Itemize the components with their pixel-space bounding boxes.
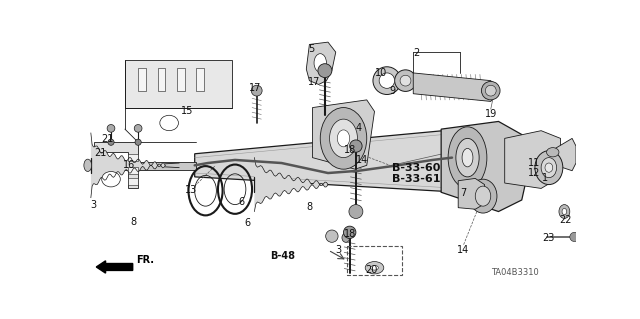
Text: 16: 16	[123, 160, 135, 170]
Ellipse shape	[373, 67, 401, 94]
Text: 1: 1	[542, 173, 548, 183]
Ellipse shape	[545, 163, 553, 172]
Ellipse shape	[318, 64, 332, 78]
Text: 6: 6	[244, 218, 250, 228]
Text: B-33-60: B-33-60	[392, 163, 440, 173]
Ellipse shape	[400, 75, 411, 86]
Ellipse shape	[481, 81, 500, 100]
Text: 18: 18	[344, 229, 356, 239]
Ellipse shape	[160, 115, 179, 131]
Text: 22: 22	[559, 215, 572, 226]
Text: 9: 9	[389, 86, 396, 96]
Ellipse shape	[456, 138, 479, 177]
Text: 10: 10	[375, 68, 388, 78]
Polygon shape	[441, 122, 529, 211]
Text: FR.: FR.	[136, 255, 154, 265]
FancyArrow shape	[96, 261, 132, 273]
Ellipse shape	[379, 73, 395, 88]
Text: 8: 8	[307, 202, 312, 212]
Text: 17: 17	[308, 77, 320, 87]
Ellipse shape	[107, 124, 115, 132]
Ellipse shape	[462, 148, 473, 167]
Text: 6: 6	[238, 197, 244, 207]
Text: 23: 23	[542, 233, 554, 243]
Ellipse shape	[395, 70, 417, 92]
Bar	[125, 60, 232, 108]
Polygon shape	[505, 131, 561, 189]
Bar	[128, 167, 138, 174]
Text: TA04B3310: TA04B3310	[491, 268, 538, 277]
Text: 18: 18	[344, 145, 356, 154]
Polygon shape	[312, 100, 374, 169]
Polygon shape	[195, 129, 489, 192]
Ellipse shape	[541, 158, 557, 178]
Ellipse shape	[344, 226, 356, 239]
Ellipse shape	[135, 139, 141, 145]
Text: 15: 15	[180, 106, 193, 116]
Ellipse shape	[570, 232, 579, 241]
Bar	[138, 68, 146, 91]
Ellipse shape	[252, 85, 262, 96]
Text: B-48: B-48	[271, 251, 296, 261]
Bar	[196, 68, 204, 91]
Ellipse shape	[349, 204, 363, 219]
Ellipse shape	[330, 119, 358, 158]
Ellipse shape	[476, 186, 491, 206]
Text: 2: 2	[413, 48, 419, 57]
Text: 8: 8	[131, 217, 136, 227]
Ellipse shape	[349, 140, 362, 152]
Polygon shape	[413, 73, 495, 101]
Bar	[177, 68, 184, 91]
Bar	[128, 154, 138, 161]
Bar	[348, 246, 402, 275]
Bar	[95, 162, 196, 170]
Text: 5: 5	[308, 44, 315, 55]
Text: B-33-61: B-33-61	[392, 174, 440, 184]
Text: 13: 13	[184, 185, 197, 195]
Ellipse shape	[365, 262, 384, 274]
Polygon shape	[94, 142, 138, 189]
Ellipse shape	[448, 127, 487, 189]
Text: 4: 4	[356, 123, 362, 133]
Text: 11: 11	[528, 158, 540, 167]
Ellipse shape	[547, 148, 559, 157]
Text: 14: 14	[458, 245, 470, 255]
Ellipse shape	[342, 233, 349, 242]
Text: 3: 3	[90, 200, 96, 210]
Ellipse shape	[102, 172, 120, 187]
Ellipse shape	[314, 54, 326, 72]
Polygon shape	[307, 42, 336, 85]
Text: 3: 3	[336, 245, 342, 255]
Text: 12: 12	[528, 168, 540, 178]
Text: 19: 19	[484, 109, 497, 119]
Ellipse shape	[134, 124, 142, 132]
Ellipse shape	[469, 179, 497, 213]
Text: 14: 14	[356, 155, 368, 165]
Ellipse shape	[371, 265, 378, 270]
Text: 7: 7	[460, 189, 466, 198]
Text: 17: 17	[249, 83, 261, 93]
Polygon shape	[549, 138, 576, 171]
Ellipse shape	[535, 151, 563, 185]
Ellipse shape	[485, 85, 496, 96]
Ellipse shape	[326, 230, 338, 242]
Text: 21: 21	[94, 148, 106, 159]
Ellipse shape	[320, 108, 367, 169]
Bar	[128, 178, 138, 185]
Polygon shape	[458, 178, 484, 209]
Text: 21: 21	[102, 134, 114, 144]
Ellipse shape	[337, 130, 349, 147]
Ellipse shape	[559, 204, 570, 219]
Ellipse shape	[562, 208, 566, 215]
Bar	[157, 68, 165, 91]
Ellipse shape	[84, 159, 92, 172]
Text: 20: 20	[365, 265, 378, 275]
Ellipse shape	[108, 139, 114, 145]
